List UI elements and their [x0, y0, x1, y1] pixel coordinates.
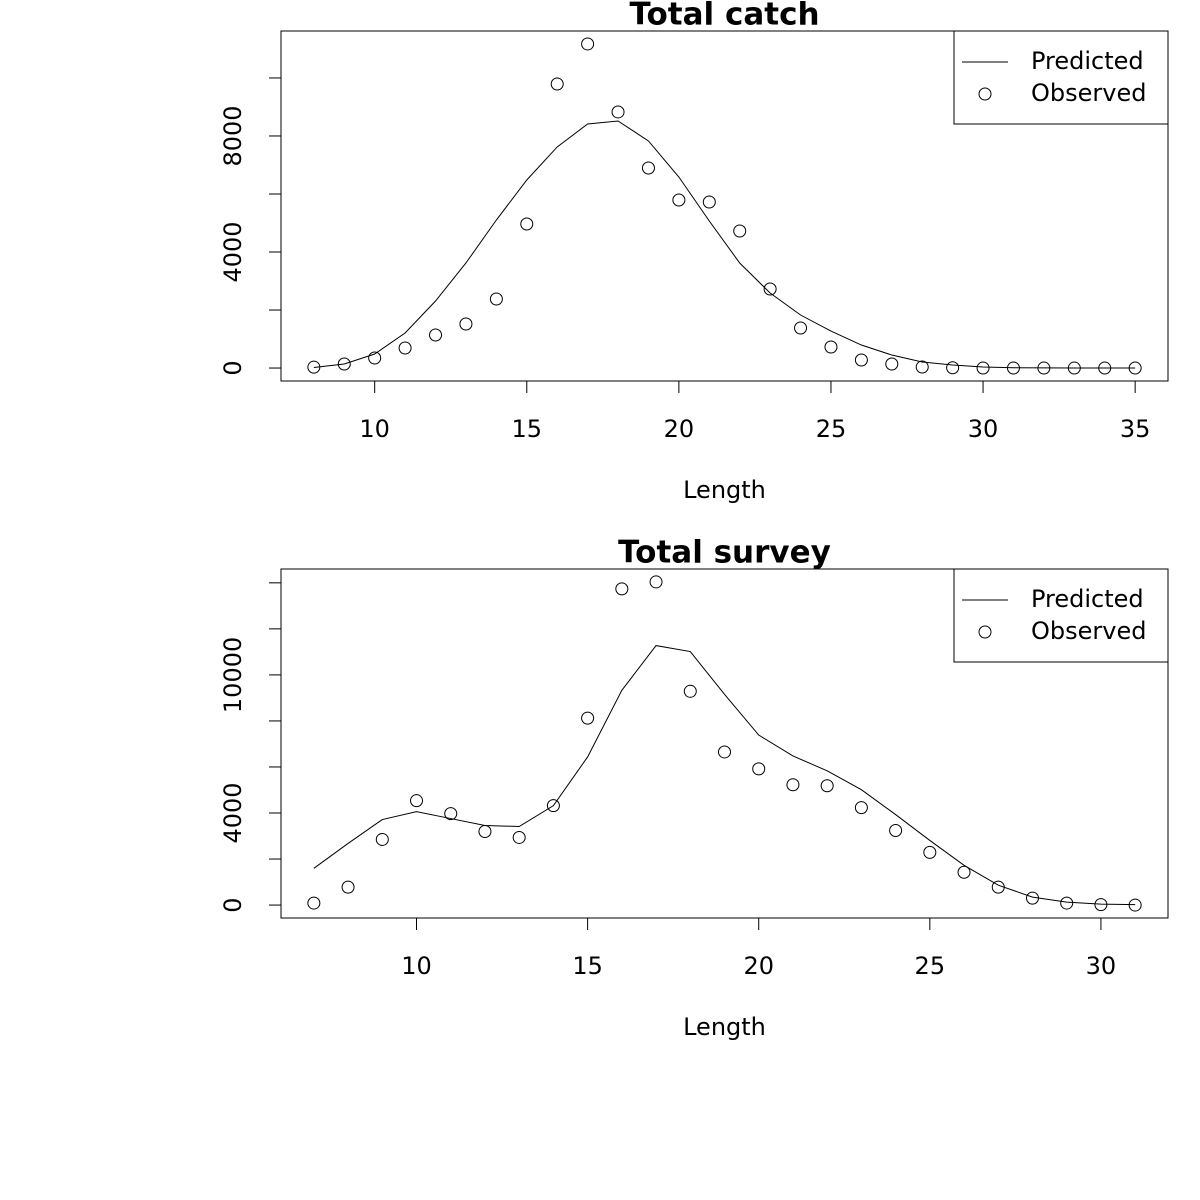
observed-point — [752, 762, 766, 776]
observed-point — [1006, 361, 1020, 375]
observed-point — [307, 360, 321, 374]
observed-point — [1128, 361, 1142, 375]
observed-point — [581, 37, 595, 51]
observed-point — [307, 896, 321, 910]
y-tick-label: 10000 — [219, 637, 247, 713]
observed-point — [1098, 361, 1112, 375]
observed-point — [957, 865, 971, 879]
observed-point — [375, 832, 389, 846]
legend-label: Observed — [1031, 617, 1146, 645]
x-tick-label: 25 — [915, 952, 946, 980]
x-tick-label: 30 — [1086, 952, 1117, 980]
observed-point — [733, 224, 747, 238]
observed-point — [1094, 898, 1108, 912]
observed-point — [854, 801, 868, 815]
observed-point — [429, 328, 443, 342]
legend-label: Predicted — [1031, 47, 1144, 75]
observed-point — [641, 161, 655, 175]
y-tick-label: 0 — [219, 360, 247, 375]
observed-point — [1037, 361, 1051, 375]
panel: Total catch Length 10 15 20 25 30 35 0 4000 8000 Pr… — [219, 0, 1169, 504]
observed-point — [581, 711, 595, 725]
plot-frame — [280, 30, 1169, 382]
observed-point — [794, 321, 808, 335]
observed-point — [1067, 361, 1081, 375]
observed-point — [702, 195, 716, 209]
x-tick-label: 35 — [1120, 415, 1151, 443]
plot-frame — [280, 568, 1169, 919]
x-axis-label: Length — [683, 476, 766, 504]
observed-point — [824, 340, 838, 354]
x-tick-label: 20 — [664, 415, 695, 443]
observed-point — [946, 361, 960, 375]
observed-point — [459, 317, 473, 331]
observed-point — [718, 745, 731, 759]
legend-label: Observed — [1031, 79, 1146, 107]
observed-point — [341, 880, 355, 894]
x-tick-label: 10 — [401, 952, 432, 980]
observed-point — [611, 105, 625, 119]
y-tick-label: 4000 — [219, 782, 247, 843]
legend-swatch — [978, 625, 992, 639]
observed-point — [512, 830, 526, 844]
x-tick-label: 20 — [743, 952, 774, 980]
panel: Total survey Length 10 15 20 25 30 0 4000 10000 Pr… — [219, 535, 1169, 1041]
chart-title: Total survey — [618, 535, 831, 571]
observed-point — [410, 794, 424, 808]
observed-point — [885, 357, 899, 371]
observed-point — [820, 779, 834, 793]
legend-label: Predicted — [1031, 585, 1144, 613]
legend-swatch — [978, 87, 992, 101]
x-axis-label: Length — [683, 1013, 766, 1041]
y-tick-label: 4000 — [219, 221, 247, 282]
observed-point — [1128, 898, 1142, 912]
x-tick-label: 15 — [572, 952, 603, 980]
y-tick-label: 0 — [219, 897, 247, 912]
observed-point — [478, 824, 492, 838]
observed-point — [444, 807, 458, 821]
observed-point — [976, 361, 990, 375]
x-tick-label: 25 — [816, 415, 847, 443]
observed-point — [337, 357, 351, 371]
observed-point — [520, 217, 534, 231]
legend-frame — [953, 30, 1169, 125]
x-tick-label: 15 — [512, 415, 543, 443]
observed-point — [854, 353, 868, 367]
observed-point — [1060, 896, 1074, 910]
observed-point — [915, 360, 929, 374]
observed-point — [368, 351, 382, 365]
observed-point — [615, 582, 629, 596]
observed-point — [672, 193, 686, 207]
observed-point — [1025, 891, 1039, 905]
observed-point — [398, 341, 412, 355]
observed-point — [991, 880, 1005, 894]
observed-point — [786, 778, 800, 792]
predicted-line — [313, 645, 1136, 906]
observed-point — [550, 77, 564, 91]
observed-point — [763, 282, 777, 296]
legend-frame — [953, 568, 1169, 663]
observed-point — [889, 823, 903, 837]
y-tick-label: 8000 — [219, 105, 247, 166]
x-tick-label: 30 — [968, 415, 999, 443]
observed-point — [923, 845, 937, 859]
observed-point — [649, 575, 663, 589]
chart-title: Total catch — [629, 0, 819, 33]
observed-point — [683, 684, 697, 698]
observed-point — [546, 799, 560, 813]
observed-point — [489, 292, 503, 306]
x-tick-label: 10 — [359, 415, 390, 443]
predicted-line — [313, 120, 1136, 369]
